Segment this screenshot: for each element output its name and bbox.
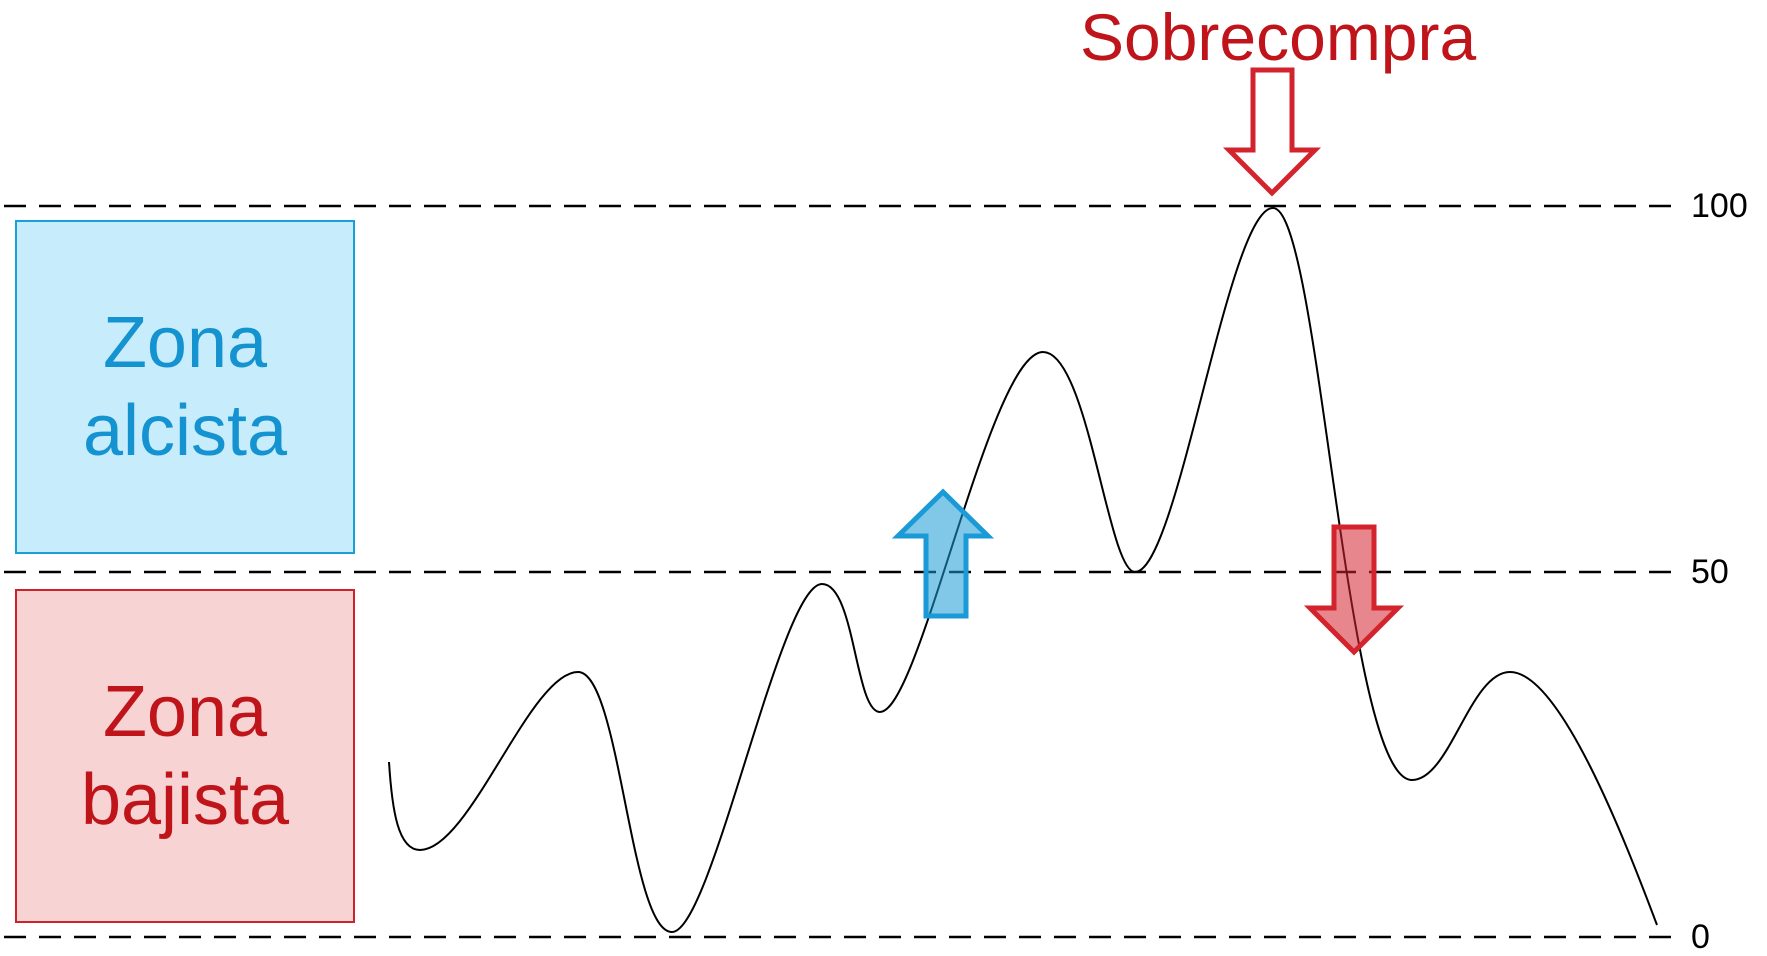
overbought-label: Sobrecompra [1080, 0, 1477, 74]
arrow-up-blue-icon [891, 488, 995, 619]
bullish-zone-box: Zona alcista [15, 220, 355, 554]
bullish-zone-label-line1: Zona [102, 303, 268, 383]
level-label-100: 100 [1691, 187, 1748, 225]
bearish-zone-label-line2: bajista [80, 760, 290, 840]
level-label-50: 50 [1691, 553, 1729, 591]
bearish-zone-box: Zona bajista [15, 589, 355, 923]
arrow-down-red-icon [1303, 524, 1405, 656]
bullish-zone-label-line2: alcista [82, 391, 288, 471]
oscillator-curve [388, 206, 1658, 934]
bearish-zone-label-line1: Zona [102, 672, 268, 752]
arrow-down-outline-icon [1222, 67, 1322, 197]
level-label-0: 0 [1691, 918, 1710, 956]
